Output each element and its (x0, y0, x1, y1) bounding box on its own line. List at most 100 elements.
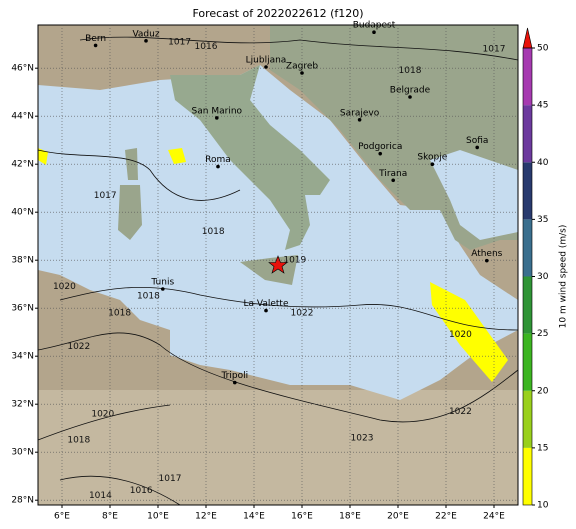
colorbar-segment (523, 162, 532, 220)
colorbar-extend (522, 27, 533, 49)
colorbar-segment (523, 276, 532, 334)
lon-tick-label: 14°E (243, 512, 265, 522)
city-dot (300, 71, 304, 75)
lat-tick-label: 30°N (11, 448, 34, 458)
lat-tick-label: 40°N (11, 208, 34, 218)
title: Forecast of 2022022612 (f120) (192, 7, 363, 20)
city-label: Vaduz (132, 29, 159, 39)
aegean (430, 150, 518, 240)
city-dot (408, 95, 412, 99)
lat-tick-label: 38°N (11, 256, 34, 266)
colorbar-tick-label: 10 (537, 501, 549, 511)
isobar-label: 1018 (399, 66, 422, 76)
city-label: Roma (205, 155, 231, 165)
city-dot (264, 65, 268, 69)
isobar (37, 404, 171, 441)
isobar (59, 286, 519, 331)
city-label: Sofia (466, 136, 488, 146)
city-dot (372, 30, 376, 34)
isobar-label: 1016 (195, 42, 218, 52)
lat-tick-label: 34°N (11, 352, 34, 362)
city-label: Athens (471, 249, 502, 259)
isobar-label: 1019 (283, 256, 306, 266)
lon-tick-label: 12°E (195, 512, 217, 522)
lon-tick-label: 20°E (387, 512, 409, 522)
city-dot (233, 380, 237, 385)
lon-tick-label: 16°E (291, 512, 313, 522)
city-label: San Marino (192, 106, 243, 116)
colorbar-segment (523, 333, 532, 391)
lat-tick-label: 46°N (11, 64, 34, 74)
map-frame (37, 24, 519, 506)
city-dot (215, 116, 219, 120)
isobar-label: 1023 (351, 433, 374, 443)
lat-tick-label: 28°N (11, 496, 34, 506)
lon-tick-label: 10°E (147, 512, 169, 522)
isobar (37, 332, 519, 423)
lon-tick-label: 24°E (483, 512, 505, 522)
isobar-label: 1022 (67, 342, 90, 352)
colorbar-tick-label: 40 (537, 158, 549, 168)
city-dot (93, 43, 98, 48)
isobar-label: 1018 (108, 309, 131, 319)
isobar-label: 1017 (168, 37, 191, 47)
colorbar-label: 10 m wind speed (m/s) (559, 225, 569, 329)
city-dot (475, 145, 480, 150)
city-dot (430, 162, 435, 166)
wind-patch (168, 148, 186, 164)
colorbar-segment (523, 447, 532, 505)
lon-tick-label: 22°E (435, 512, 457, 522)
colorbar-tick-label: 45 (537, 101, 548, 111)
city-dot (144, 39, 148, 43)
city-dot (391, 178, 396, 183)
isobar-label: 1018 (137, 292, 160, 302)
city-dot (161, 287, 165, 291)
isobar-label: 1020 (449, 330, 472, 340)
isobar (37, 149, 241, 201)
wind-patch (38, 148, 48, 165)
colorbar-tick-label: 15 (537, 443, 548, 453)
city-dot (485, 258, 489, 263)
city-label: Tirana (378, 169, 407, 179)
wind-patch (430, 282, 508, 382)
city-dot (216, 164, 220, 169)
isobar (79, 36, 519, 61)
lat-tick-label: 36°N (11, 304, 34, 314)
city-label: La Valette (244, 299, 289, 309)
city-dot (378, 151, 383, 156)
desert (38, 390, 518, 505)
isobar-label: 1020 (91, 409, 114, 419)
city-label: Budapest (353, 21, 396, 31)
isobar-label: 1017 (159, 474, 182, 484)
isobar-label: 1016 (130, 486, 153, 496)
isobar-label: 1018 (67, 436, 90, 446)
city-label: Zagreb (286, 62, 318, 72)
city-dot (264, 308, 268, 313)
lat-tick-label: 44°N (11, 112, 34, 122)
colorbar-tick-label: 25 (537, 329, 548, 339)
lon-tick-label: 6°E (54, 512, 70, 522)
isobar-label: 1022 (291, 309, 314, 319)
colorbar-tick-label: 30 (537, 272, 549, 282)
colorbar-segment (523, 219, 532, 277)
lat-tick-label: 42°N (11, 160, 34, 170)
city-label: Sarajevo (340, 108, 380, 118)
city-label: Podgorica (358, 142, 402, 152)
isobar-label: 1017 (94, 191, 117, 201)
colorbar-segment (523, 390, 532, 448)
colorbar-segment (523, 48, 532, 106)
isobar (59, 475, 181, 506)
isobar-label: 1020 (53, 282, 76, 292)
city-dot (357, 118, 362, 122)
italy (170, 65, 330, 250)
city-label: Tunis (150, 278, 174, 288)
city-label: Tripoli (220, 371, 248, 381)
isobar-label: 1014 (89, 491, 112, 501)
lon-tick-label: 18°E (339, 512, 361, 522)
lat-tick-label: 32°N (11, 400, 34, 410)
colorbar-tick-label: 35 (537, 215, 548, 225)
colorbar-segment (523, 105, 532, 163)
isobar-label: 1018 (202, 227, 225, 237)
